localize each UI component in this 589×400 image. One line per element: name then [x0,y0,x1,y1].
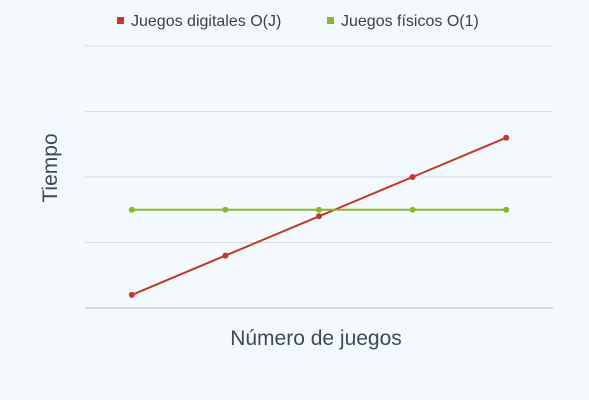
legend-swatch-juegos-fisicos [327,17,334,24]
data-point-juegos-fisicos [316,206,322,213]
data-point-juegos-digitales [316,213,322,220]
series-lines [128,134,510,298]
legend-swatch-juegos-digitales [117,17,124,24]
data-point-juegos-fisicos [222,206,229,213]
data-point-juegos-digitales [503,134,510,141]
legend-label-juegos-digitales: Juegos digitales O(J) [131,13,281,30]
y-axis-title: Tiempo [39,133,62,202]
data-point-juegos-fisicos [409,206,416,213]
data-point-juegos-digitales [128,291,135,298]
data-point-juegos-digitales [409,174,416,180]
data-point-juegos-digitales [222,252,229,259]
legend: Juegos digitales O(J) Juegos físicos O(1… [117,13,479,30]
gridlines [85,45,553,243]
data-point-juegos-fisicos [503,206,510,213]
data-point-juegos-fisicos [128,206,135,213]
legend-label-juegos-fisicos: Juegos físicos O(1) [341,13,479,30]
x-axis-title: Número de juegos [230,327,402,350]
